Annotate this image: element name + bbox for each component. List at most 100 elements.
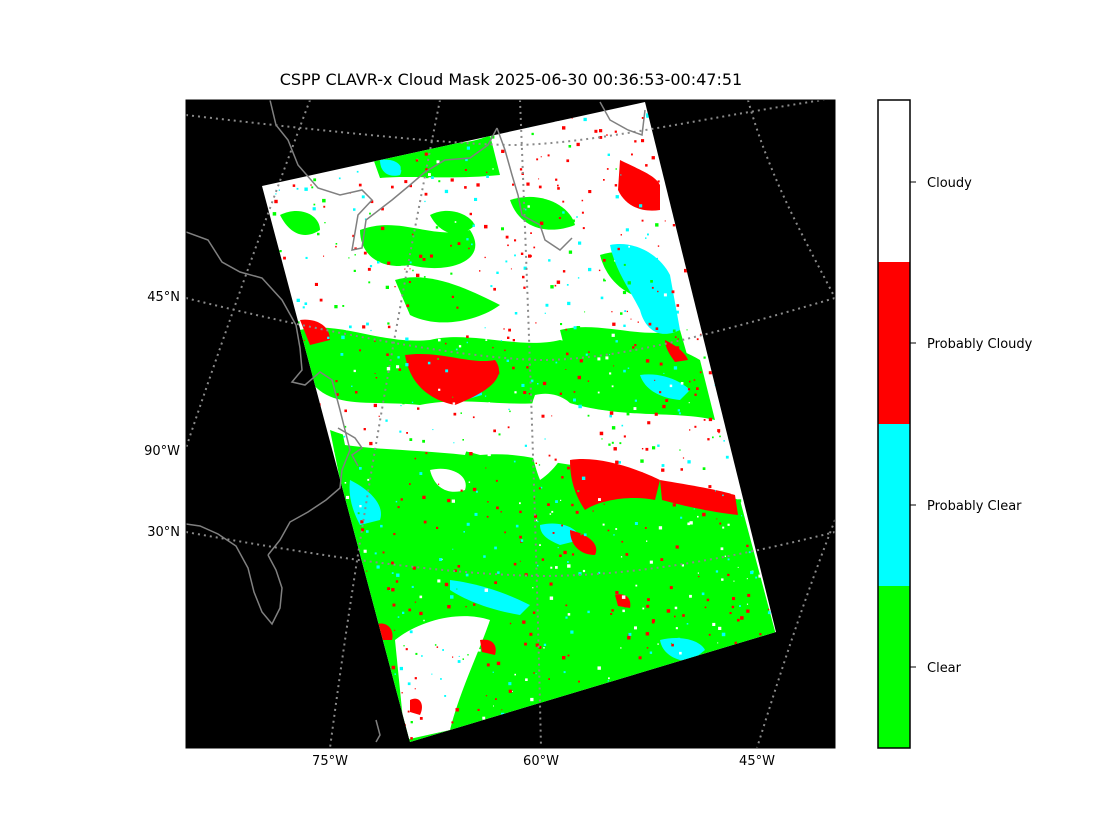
mask-speckle [400, 405, 402, 407]
lat-label-45n: 45°N [147, 290, 180, 305]
mask-speckle [544, 438, 546, 440]
mask-speckle [574, 433, 576, 435]
mask-speckle [526, 366, 529, 369]
mask-speckle [341, 335, 345, 340]
mask-speckle [664, 494, 666, 497]
mask-speckle [566, 352, 569, 356]
mask-speckle [689, 429, 691, 431]
mask-speckle [310, 184, 312, 186]
mask-speckle [362, 325, 366, 329]
mask-speckle [414, 677, 417, 680]
colorbar-label-probably-clear: Probably Clear [927, 499, 1022, 514]
mask-speckle [588, 388, 591, 390]
mask-speckle [311, 186, 314, 189]
mask-speckle [485, 467, 487, 469]
mask-speckle [642, 493, 646, 497]
mask-speckle [603, 503, 605, 505]
mask-speckle [436, 160, 440, 164]
mask-speckle [506, 359, 509, 362]
mask-speckle [598, 498, 601, 501]
mask-speckle [484, 327, 486, 329]
mask-speckle [624, 605, 627, 608]
mask-speckle [699, 371, 702, 374]
mask-speckle [521, 383, 525, 387]
mask-speckle [613, 534, 615, 536]
mask-speckle [607, 153, 610, 156]
mask-speckle [491, 474, 493, 477]
mask-speckle [577, 375, 581, 380]
mask-speckle [734, 641, 737, 644]
mask-speckle [675, 346, 680, 350]
mask-speckle [657, 643, 659, 645]
mask-speckle [484, 575, 488, 579]
mask-speckle [702, 511, 706, 515]
mask-speckle [669, 586, 673, 590]
mask-speckle [605, 600, 607, 602]
mask-speckle [430, 434, 434, 438]
mask-speckle [600, 296, 604, 300]
mask-speckle [380, 584, 384, 588]
mask-speckle [344, 425, 347, 428]
mask-speckle [688, 380, 691, 383]
mask-speckle [486, 171, 488, 174]
mask-speckle [672, 224, 676, 227]
mask-speckle [621, 595, 626, 599]
mask-speckle [415, 159, 419, 162]
mask-speckle [560, 499, 562, 501]
mask-speckle [679, 495, 681, 497]
mask-speckle [424, 200, 426, 203]
mask-speckle [575, 510, 579, 514]
mask-speckle [598, 571, 601, 574]
mask-speckle [530, 697, 534, 702]
mask-speckle [731, 493, 733, 495]
mask-speckle [527, 205, 530, 208]
mask-speckle [731, 605, 735, 609]
mask-speckle [431, 188, 435, 192]
mask-speckle [535, 643, 539, 647]
mask-speckle [368, 281, 371, 284]
mask-speckle [697, 515, 699, 518]
mask-speckle [428, 173, 431, 176]
mask-speckle [468, 481, 471, 483]
mask-speckle [651, 286, 654, 289]
mask-speckle [761, 631, 765, 635]
mask-speckle [606, 168, 609, 170]
mask-speckle [450, 178, 454, 182]
mask-speckle [696, 338, 699, 341]
coastline-labrador [599, 101, 646, 137]
mask-speckle [501, 227, 504, 231]
graticule-parallel-high [186, 100, 829, 147]
mask-speckle [513, 562, 517, 566]
mask-speckle [550, 285, 554, 289]
mask-speckle [348, 269, 350, 271]
mask-speckle [620, 647, 622, 649]
mask-speckle [410, 721, 413, 724]
mask-speckle [374, 340, 376, 342]
mask-speckle [655, 327, 659, 330]
mask-speckle [627, 281, 631, 285]
mask-speckle [555, 467, 558, 470]
mask-speckle [465, 158, 468, 162]
mask-speckle [386, 367, 391, 371]
mask-speckle [613, 365, 615, 367]
mask-speckle [666, 404, 669, 407]
mask-speckle [548, 259, 551, 262]
mask-speckle [587, 414, 590, 417]
mask-speckle [512, 366, 515, 370]
mask-speckle [539, 221, 544, 225]
mask-speckle [496, 271, 499, 274]
mask-speckle [519, 502, 521, 505]
mask-speckle [647, 421, 651, 425]
mask-speckle [535, 673, 537, 675]
mask-speckle [275, 193, 277, 195]
mask-speckle [635, 584, 638, 587]
mask-speckle [462, 658, 464, 660]
mask-speckle [380, 524, 383, 528]
mask-speckle [404, 180, 408, 184]
mask-speckle [414, 688, 416, 690]
mask-speckle [523, 266, 527, 270]
mask-speckle [603, 179, 605, 181]
mask-speckle [409, 630, 413, 634]
mask-speckle [590, 622, 594, 626]
mask-speckle [727, 573, 730, 577]
